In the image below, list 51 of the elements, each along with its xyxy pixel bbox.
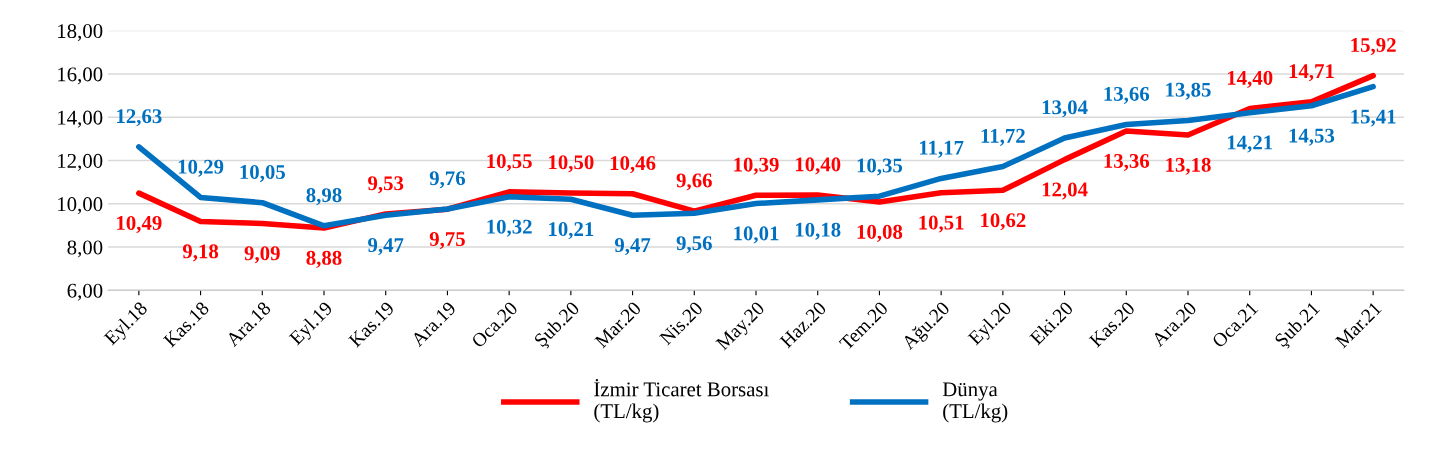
data-label: 9,75 (429, 232, 465, 250)
data-label: 10,50 (549, 155, 594, 173)
data-label: 12,63 (117, 109, 162, 127)
y-tick-label: 10,00 (58, 197, 103, 215)
data-label: 10,18 (795, 222, 841, 240)
data-label: 8,98 (306, 188, 342, 206)
data-label: 8,88 (306, 250, 342, 268)
data-label: 10,46 (610, 156, 656, 174)
data-label: 9,09 (244, 246, 280, 264)
data-label: 13,04 (1042, 100, 1088, 118)
data-label: 10,08 (857, 224, 903, 242)
data-label: 9,66 (676, 173, 712, 191)
y-tick-label: 16,00 (58, 67, 103, 85)
legend-label: Dünya (TL/kg) (942, 382, 1008, 423)
data-label: 10,05 (240, 164, 285, 183)
data-label: 10,29 (178, 159, 224, 177)
data-label: 14,40 (1227, 70, 1273, 88)
data-label: 9,47 (368, 238, 404, 256)
data-label: 10,62 (981, 213, 1026, 231)
data-label: 10,55 (487, 154, 532, 172)
data-label: 9,18 (182, 244, 219, 262)
data-label: 9,47 (614, 238, 651, 256)
data-label: 13,18 (1166, 157, 1211, 175)
data-label: 10,49 (117, 215, 162, 234)
y-tick-label: 14,00 (58, 110, 103, 128)
y-tick-label: 12,00 (58, 153, 103, 171)
data-label: 10,35 (857, 158, 903, 176)
data-label: 9,53 (368, 176, 404, 194)
data-label: 14,71 (1289, 64, 1334, 82)
data-label: 9,56 (676, 236, 712, 254)
data-label: 15,92 (1351, 38, 1396, 56)
data-label: 11,17 (919, 140, 964, 158)
y-tick-label: 18,00 (58, 24, 103, 42)
data-label: 12,04 (1042, 182, 1088, 200)
data-label: 9,76 (429, 171, 466, 189)
data-label: 14,21 (1227, 135, 1273, 153)
data-label: 10,01 (734, 226, 779, 244)
data-label: 10,40 (795, 157, 841, 175)
data-label: 13,66 (1104, 86, 1150, 104)
data-label: 13,85 (1166, 82, 1211, 100)
data-label: 10,39 (734, 157, 779, 175)
y-tick-label: 6,00 (67, 283, 103, 301)
data-label: 10,51 (919, 215, 964, 233)
data-label: 13,36 (1104, 153, 1150, 171)
data-label: 10,32 (487, 219, 532, 237)
y-tick-label: 8,00 (67, 240, 103, 258)
data-label: 11,72 (981, 128, 1025, 146)
data-label: 15,41 (1351, 109, 1396, 127)
legend-label: İzmir Ticaret Borsası (TL/kg) (594, 379, 769, 423)
data-label: 10,21 (549, 222, 594, 240)
data-label: 14,53 (1289, 128, 1335, 146)
